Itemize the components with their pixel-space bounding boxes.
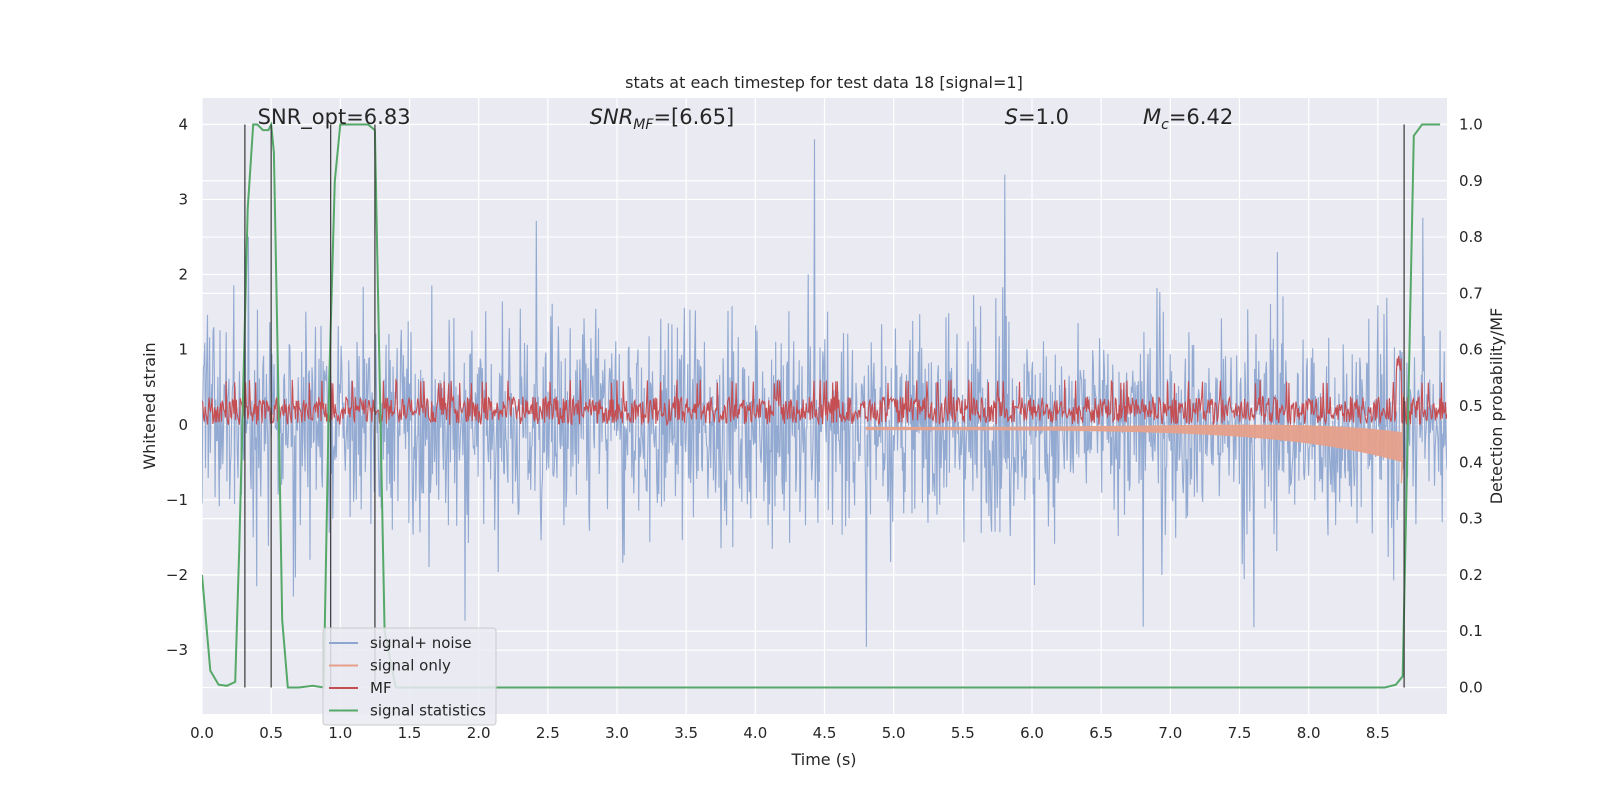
- legend: signal+ noise signal only MF signal statist…: [322, 627, 497, 726]
- annotation-main: SNR_opt=6.83: [258, 105, 411, 130]
- y-right-tick-label: 0.2: [1459, 566, 1483, 584]
- y-right-tick-label: 0.8: [1459, 228, 1483, 246]
- y-axis-right: 0.0 0.1 0.2 0.3 0.4 0.5 0.6 0.7 0.8 0.9 1.0: [1459, 115, 1483, 696]
- series-signal-statistics: [202, 120, 1441, 689]
- series-group: [202, 120, 1447, 689]
- y-tick-label: −3: [166, 641, 188, 659]
- x-tick-label: 1.0: [328, 724, 352, 742]
- annotation-main: S: [1005, 105, 1018, 129]
- annotation: S=1.0: [1005, 105, 1069, 129]
- x-tick-label: 0.0: [190, 724, 214, 742]
- y-tick-label: 2: [178, 266, 188, 284]
- y-tick-label: 1: [178, 341, 188, 359]
- annotation: SNR_opt=6.83: [258, 105, 411, 130]
- legend-box: [322, 627, 497, 726]
- x-tick-label: 2.0: [467, 724, 491, 742]
- chart-title: stats at each timestep for test data 18 …: [625, 73, 1023, 92]
- vertical-lines: [244, 124, 1405, 688]
- legend-label: signal+ noise: [370, 634, 472, 652]
- annotation-rest: =6.42: [1169, 105, 1233, 129]
- y-axis-label-right: Detection probability/MF: [1487, 308, 1506, 505]
- y-right-tick-label: 1.0: [1459, 115, 1483, 133]
- legend-label: signal statistics: [370, 702, 486, 720]
- x-tick-label: 2.5: [536, 724, 560, 742]
- x-tick-label: 8.5: [1366, 724, 1390, 742]
- legend-label: signal only: [370, 657, 451, 675]
- y-right-tick-label: 0.5: [1459, 397, 1483, 415]
- y-axis-left: −3 −2 −1 0 1 2 3 4: [166, 115, 188, 659]
- x-tick-label: 3.5: [674, 724, 698, 742]
- x-tick-label: 5.5: [951, 724, 975, 742]
- series-signal-only: [865, 393, 1404, 484]
- y-tick-label: 4: [178, 115, 188, 133]
- x-axis-label: Time (s): [790, 750, 856, 769]
- y-right-tick-label: 0.6: [1459, 341, 1483, 359]
- annotation-rest: =[6.65]: [653, 105, 734, 129]
- x-tick-label: 6.0: [1020, 724, 1044, 742]
- x-tick-label: 4.5: [813, 724, 837, 742]
- annotation-sub: MF: [633, 117, 654, 133]
- annotation-main: M: [1143, 105, 1161, 129]
- legend-label: MF: [370, 679, 392, 697]
- x-tick-label: 7.0: [1158, 724, 1182, 742]
- x-tick-label: 3.0: [605, 724, 629, 742]
- annotation-rest: =1.0: [1018, 105, 1069, 129]
- annotation-main: SNR: [590, 105, 634, 129]
- x-tick-label: 7.5: [1228, 724, 1252, 742]
- x-tick-label: 6.5: [1089, 724, 1113, 742]
- y-right-tick-label: 0.3: [1459, 510, 1483, 528]
- x-tick-label: 0.5: [259, 724, 283, 742]
- x-tick-label: 8.0: [1297, 724, 1321, 742]
- y-right-tick-label: 0.9: [1459, 172, 1483, 190]
- y-tick-label: 0: [178, 416, 188, 434]
- y-right-tick-label: 0.1: [1459, 622, 1483, 640]
- y-right-tick-label: 0.0: [1459, 679, 1483, 697]
- y-right-tick-label: 0.4: [1459, 453, 1483, 471]
- x-tick-label: 1.5: [398, 724, 422, 742]
- y-axis-label: Whitened strain: [140, 342, 159, 469]
- y-right-tick-label: 0.7: [1459, 284, 1483, 302]
- y-tick-label: −1: [166, 491, 188, 509]
- x-axis: 0.0 0.5 1.0 1.5 2.0 2.5 3.0 3.5 4.0 4.5 5.0 5.5 6.0 6…: [190, 724, 1390, 742]
- series-mf: [202, 355, 1447, 427]
- x-tick-label: 4.0: [743, 724, 767, 742]
- x-tick-label: 5.0: [882, 724, 906, 742]
- annotation: SNRMF=[6.65]: [590, 105, 735, 133]
- annotations: SNR_opt=6.83 SNRMF=[6.65] S=1.0 Mc=6.42: [258, 105, 1234, 133]
- y-tick-label: 3: [178, 190, 188, 208]
- annotation: Mc=6.42: [1143, 105, 1233, 133]
- y-tick-label: −2: [166, 566, 188, 584]
- series-layer: [202, 120, 1447, 689]
- annotation-sub: c: [1161, 117, 1169, 133]
